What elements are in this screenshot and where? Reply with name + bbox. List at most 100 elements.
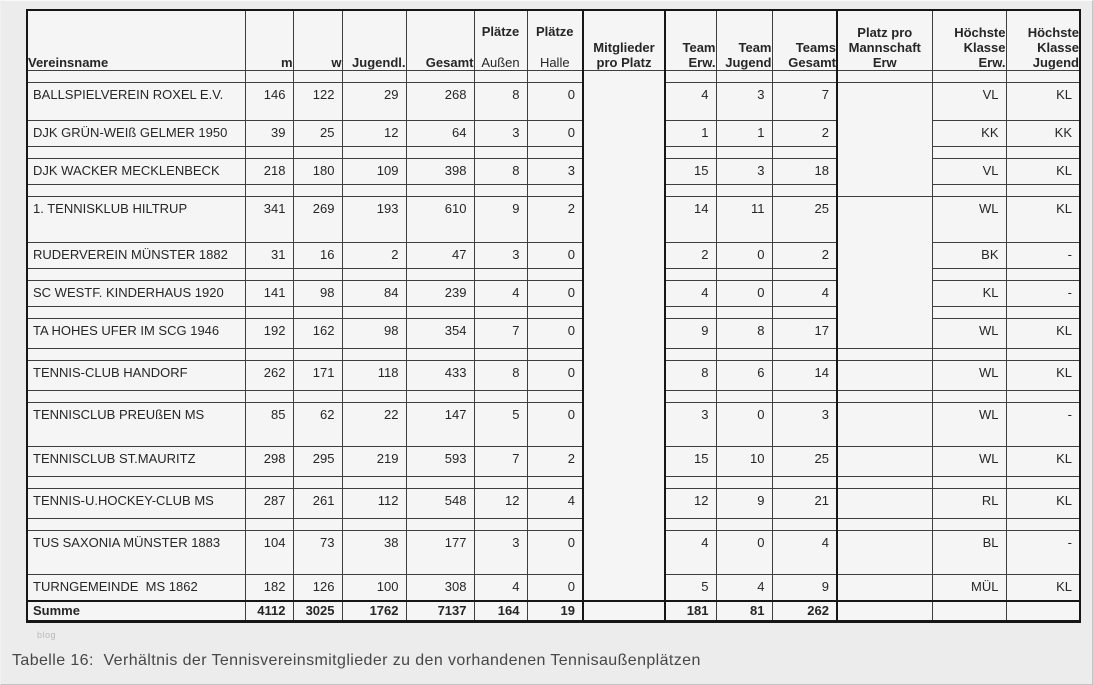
spacer-cell (244, 517, 294, 531)
header-line: Jugend (725, 54, 772, 70)
team-erw-cell: 3 (664, 401, 717, 447)
table-row: DJK GRÜN-WEIß GELMER 1950 39 25 12 64 3 0 1 1 2 KK… (26, 119, 1081, 147)
hoechste-klasse-erw-cell: WL (931, 195, 1007, 243)
spacer-cell (405, 517, 475, 531)
header-line: Plätze (535, 23, 574, 39)
hoechste-klasse-jugend-cell: KL (1005, 445, 1081, 477)
spacer-cell (931, 347, 1007, 361)
table-caption: Tabelle 16: Verhältnis der Tennisvereins… (12, 652, 701, 669)
gesamt-cell: 177 (405, 529, 475, 575)
spacer-cell (771, 305, 838, 319)
summe-hk-erw-cell (931, 600, 1007, 622)
summe-team-jugend-cell: 81 (715, 600, 773, 622)
jugendl-cell: 12 (341, 119, 407, 147)
w-cell: 269 (292, 195, 343, 243)
col-header-w: w (292, 9, 343, 71)
spacer-cell (244, 183, 294, 197)
plaetze-halle-cell: 0 (526, 81, 584, 121)
spacer-cell (664, 69, 717, 83)
spacer-cell (1005, 305, 1081, 319)
spacer-cell (244, 267, 294, 281)
spacer-cell (931, 183, 1007, 197)
hoechste-klasse-erw-cell: BL (931, 529, 1007, 575)
gesamt-cell: 354 (405, 317, 475, 349)
header-line: Halle (539, 54, 570, 70)
hoechste-klasse-jugend-cell: KL (1005, 359, 1081, 391)
hoechste-klasse-jugend-cell: - (1005, 241, 1081, 269)
gesamt-cell: 64 (405, 119, 475, 147)
spacer-cell (526, 183, 584, 197)
gesamt-cell: 398 (405, 157, 475, 185)
spacer-cell (1005, 183, 1081, 197)
plaetze-aussen-cell: 3 (473, 529, 528, 575)
team-jugend-cell: 11 (715, 195, 773, 243)
spacer-cell (26, 517, 246, 531)
hoechste-klasse-erw-cell: VL (931, 81, 1007, 121)
spacer-cell (244, 475, 294, 489)
spacer-cell (526, 267, 584, 281)
teams-gesamt-cell: 7 (771, 81, 838, 121)
team-erw-cell: 14 (664, 195, 717, 243)
platz-pro-mannschaft-cell (836, 401, 933, 447)
header-line: Team (682, 39, 716, 55)
spacer-cell (292, 145, 343, 159)
w-cell: 62 (292, 401, 343, 447)
w-cell: 25 (292, 119, 343, 147)
teams-gesamt-cell: 21 (771, 487, 838, 519)
team-erw-cell: 15 (664, 157, 717, 185)
team-erw-cell: 4 (664, 81, 717, 121)
spacer-cell (771, 517, 838, 531)
spacer-cell (292, 305, 343, 319)
gesamt-cell: 308 (405, 573, 475, 602)
spacer-cell (341, 389, 407, 403)
plaetze-halle-cell: 0 (526, 359, 584, 391)
w-cell: 126 (292, 573, 343, 602)
spacer-cell (526, 69, 584, 83)
jugendl-cell: 219 (341, 445, 407, 477)
m-cell: 104 (244, 529, 294, 575)
col-header-plaetze-halle: Plätze Halle (526, 9, 584, 71)
m-cell: 182 (244, 573, 294, 602)
platz-pro-mannschaft-cell (836, 517, 933, 531)
spacer-cell (405, 183, 475, 197)
plaetze-aussen-cell: 7 (473, 317, 528, 349)
team-jugend-cell: 3 (715, 157, 773, 185)
teams-gesamt-cell: 4 (771, 279, 838, 307)
plaetze-aussen-cell: 8 (473, 157, 528, 185)
hoechste-klasse-jugend-cell: KK (1005, 119, 1081, 147)
teams-gesamt-cell: 3 (771, 401, 838, 447)
spacer-row (26, 517, 1081, 531)
spacer-row (26, 145, 1081, 159)
spacer-cell (292, 475, 343, 489)
watermark-text: blog (37, 630, 57, 640)
table-row: TA HOHES UFER IM SCG 1946 192 162 98 354 7 0 9 8… (26, 317, 1081, 349)
spacer-row (26, 389, 1081, 403)
plaetze-aussen-cell: 12 (473, 487, 528, 519)
col-header-vereinsname: Vereinsname (26, 9, 246, 71)
vereinsname-cell: SC WESTF. KINDERHAUS 1920 (26, 279, 246, 307)
spacer-cell (715, 389, 773, 403)
col-header-hoechste-klasse-jugend: Höchste Klasse Jugend (1005, 9, 1081, 71)
team-jugend-cell: 3 (715, 81, 773, 121)
gesamt-cell: 433 (405, 359, 475, 391)
team-jugend-cell: 0 (715, 279, 773, 307)
spacer-cell (715, 517, 773, 531)
m-cell: 298 (244, 445, 294, 477)
spacer-cell (405, 389, 475, 403)
teams-gesamt-cell: 25 (771, 445, 838, 477)
m-cell: 141 (244, 279, 294, 307)
team-jugend-cell: 4 (715, 573, 773, 602)
spacer-cell (526, 347, 584, 361)
spacer-row (26, 69, 1081, 602)
header-line: Plätze (481, 23, 520, 39)
spacer-cell (405, 347, 475, 361)
platz-pro-mannschaft-cell (836, 475, 933, 489)
hoechste-klasse-erw-cell: KL (931, 279, 1007, 307)
spacer-cell (473, 389, 528, 403)
header-line: pro Platz (596, 54, 652, 70)
table-row: TURNGEMEINDE MS 1862 182 126 100 308 4 0 5 4 9 MÜL… (26, 573, 1081, 602)
hoechste-klasse-erw-cell: WL (931, 445, 1007, 477)
spacer-cell (1005, 145, 1081, 159)
platz-pro-mannschaft-cell (836, 445, 933, 477)
